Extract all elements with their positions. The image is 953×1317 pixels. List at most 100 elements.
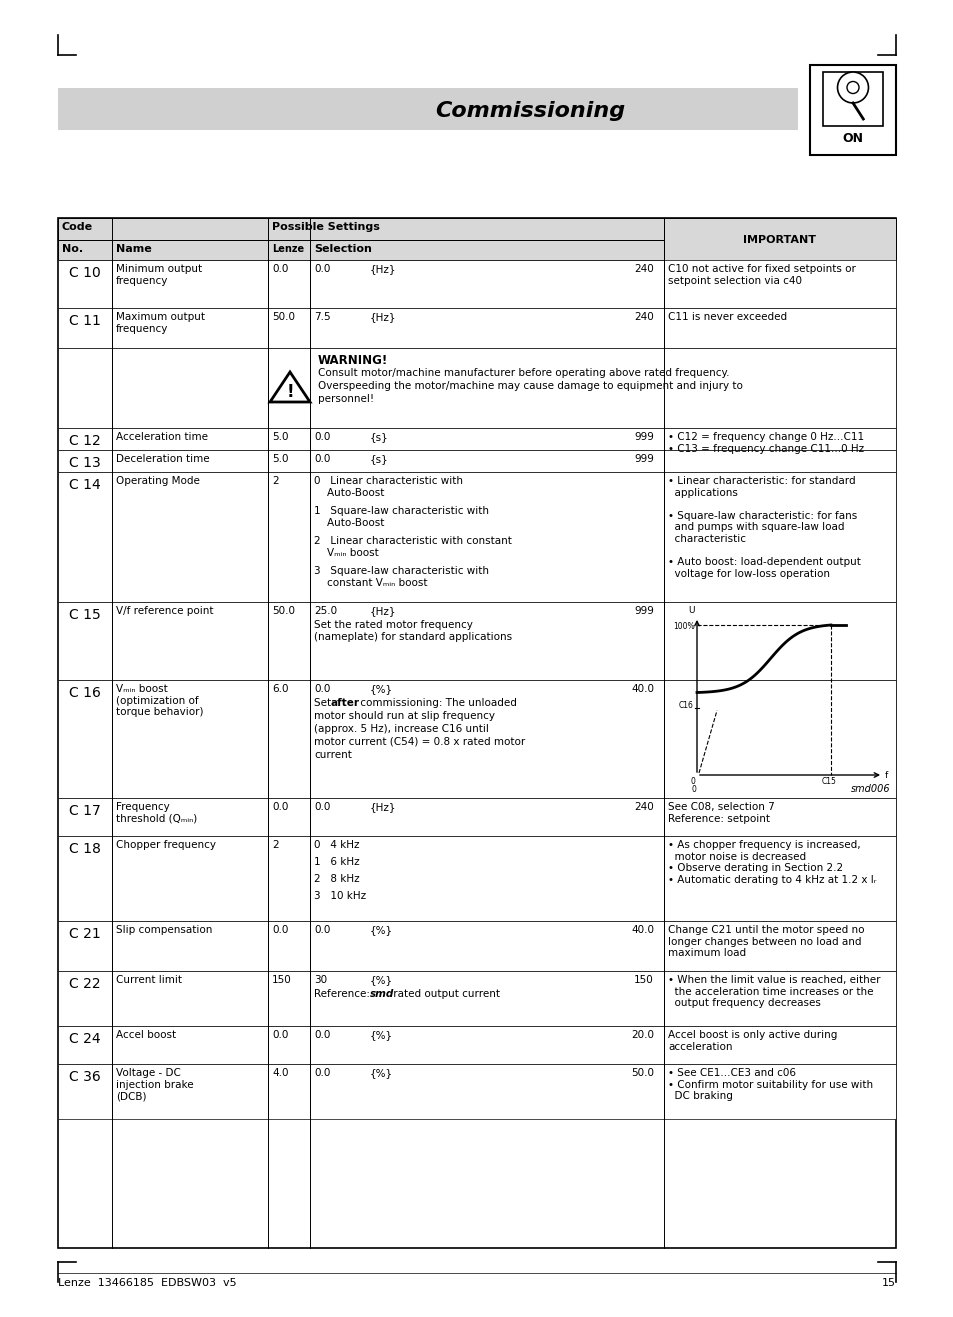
Text: 0.0: 0.0 [272,802,288,813]
Bar [310,1064,663,1119]
Bar [112,602,268,680]
Text: 150: 150 [634,975,654,985]
Text: 0.0: 0.0 [272,263,288,274]
Bar [58,259,112,308]
Text: Accel boost: Accel boost [116,1030,176,1040]
Text: commissioning: The unloaded: commissioning: The unloaded [356,698,517,709]
Bar [58,450,112,471]
Bar [58,680,112,798]
Bar [310,602,663,680]
Bar [112,240,268,259]
Text: • Linear characteristic: for standard
  applications

• Square-law characteristi: • Linear characteristic: for standard ap… [667,475,860,578]
Bar [112,971,268,1026]
Bar [58,471,112,602]
Text: 0   4 kHz: 0 4 kHz [314,840,359,849]
Text: smd: smd [370,989,394,1000]
Text: 0.0: 0.0 [314,1068,330,1079]
Text: • C12 = frequency change 0 Hz...C11
• C13 = frequency change C11...0 Hz: • C12 = frequency change 0 Hz...C11 • C1… [667,432,863,453]
Text: Overspeeding the motor/machine may cause damage to equipment and injury to: Overspeeding the motor/machine may cause… [317,381,742,391]
Bar [663,971,895,1026]
Text: IMPORTANT: IMPORTANT [742,234,816,245]
Text: C 14: C 14 [69,478,101,493]
Text: motor current (C54) = 0.8 x rated motor: motor current (C54) = 0.8 x rated motor [314,738,525,747]
Text: Change C21 until the motor speed no
longer changes between no load and
maximum l: Change C21 until the motor speed no long… [667,925,863,959]
Bar [268,1026,310,1064]
Bar [310,428,663,450]
Text: Frequency
threshold (Qₘᵢₙ): Frequency threshold (Qₘᵢₙ) [116,802,197,823]
Text: C 10: C 10 [69,266,101,281]
Bar [268,348,895,428]
Text: Chopper frequency: Chopper frequency [116,840,215,849]
Text: ON: ON [841,132,862,145]
Text: C 36: C 36 [69,1069,101,1084]
Text: {%}: {%} [370,1030,393,1040]
Text: 15: 15 [882,1277,895,1288]
Text: 0.0: 0.0 [314,802,330,813]
Bar [268,240,310,259]
Text: 240: 240 [634,263,654,274]
Text: 1   6 kHz: 1 6 kHz [314,857,359,867]
Text: Lenze  13466185  EDBSW03  v5: Lenze 13466185 EDBSW03 v5 [58,1277,236,1288]
Text: Set: Set [314,698,334,709]
Text: C 24: C 24 [70,1033,101,1046]
Text: {Hz}: {Hz} [370,606,396,616]
Bar [58,219,895,1249]
Text: • See CE1...CE3 and c06
• Confirm motor suitability for use with
  DC braking: • See CE1...CE3 and c06 • Confirm motor … [667,1068,872,1101]
Text: 20.0: 20.0 [630,1030,654,1040]
Text: Selection: Selection [314,244,372,254]
Bar [112,450,268,471]
Bar [58,308,112,348]
Text: 0.0: 0.0 [314,454,330,464]
Text: {Hz}: {Hz} [370,263,396,274]
Bar [663,1064,895,1119]
Bar [58,602,112,680]
Text: C 13: C 13 [69,456,101,470]
Bar [112,836,268,921]
Text: 3   10 kHz: 3 10 kHz [314,892,366,901]
Text: 2   Linear characteristic with constant
    Vₘᵢₙ boost: 2 Linear characteristic with constant Vₘ… [314,536,512,557]
Text: 4.0: 4.0 [272,1068,288,1079]
Text: Consult motor/machine manufacturer before operating above rated frequency.: Consult motor/machine manufacturer befor… [317,367,729,378]
Text: 240: 240 [634,312,654,321]
Text: • When the limit value is reached, either
  the acceleration time increases or t: • When the limit value is reached, eithe… [667,975,880,1009]
Circle shape [837,72,867,103]
Text: f: f [884,770,887,780]
Text: C15: C15 [821,777,836,786]
Bar [58,1064,112,1119]
Text: WARNING!: WARNING! [317,354,388,367]
Text: 30: 30 [314,975,327,985]
Text: C 17: C 17 [69,803,101,818]
Text: Operating Mode: Operating Mode [116,475,200,486]
Bar [58,240,112,259]
Bar [310,971,663,1026]
Bar [112,348,268,428]
Text: motor should run at slip frequency: motor should run at slip frequency [314,711,495,720]
Bar [112,921,268,971]
Text: Acceleration time: Acceleration time [116,432,208,443]
Bar [268,836,310,921]
Bar [310,798,663,836]
Text: 50.0: 50.0 [272,606,294,616]
Text: (approx. 5 Hz), increase C16 until: (approx. 5 Hz), increase C16 until [314,724,488,734]
Bar [268,450,310,471]
Bar [310,259,663,308]
Text: 240: 240 [634,802,654,813]
Bar [268,971,310,1026]
Text: Code: Code [62,223,93,232]
Bar [663,602,895,680]
Text: No.: No. [62,244,83,254]
Bar [268,1064,310,1119]
Bar [112,428,268,450]
Text: C 11: C 11 [69,313,101,328]
Text: U: U [688,606,695,615]
Text: Name: Name [116,244,152,254]
Bar [268,471,310,602]
Bar [822,72,882,126]
Text: 2: 2 [272,840,278,849]
Text: {Hz}: {Hz} [370,802,396,813]
Text: 25.0: 25.0 [314,606,336,616]
Bar [58,1026,112,1064]
Text: Commissioning: Commissioning [435,101,624,121]
Text: Possible Settings: Possible Settings [272,223,379,232]
Bar [268,921,310,971]
